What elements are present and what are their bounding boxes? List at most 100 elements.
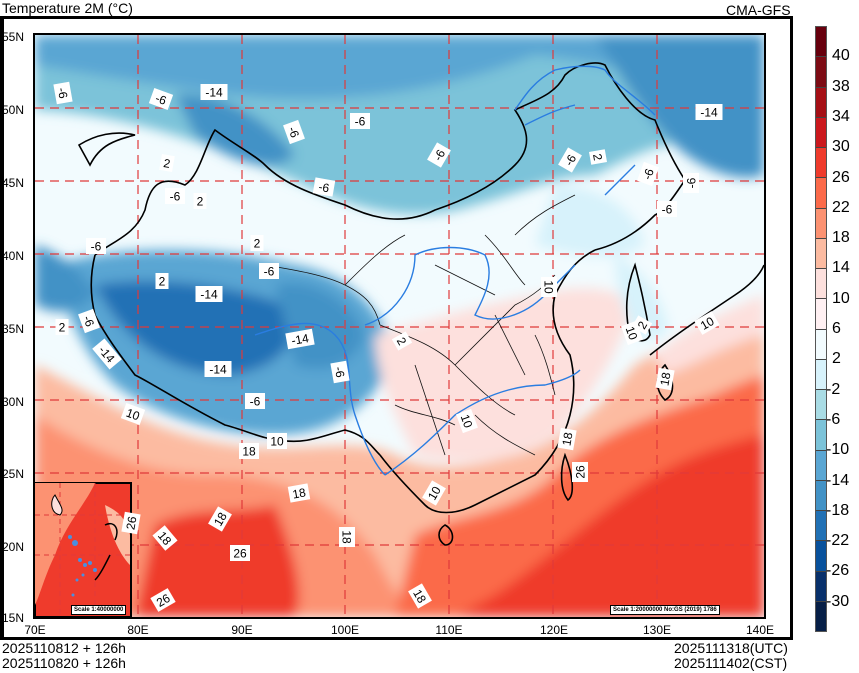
colorbar-tick-label: -26 — [826, 562, 850, 580]
colorbar-tick-label: -30 — [826, 592, 850, 610]
contour-label: -6 — [657, 201, 677, 217]
lat-label: 30N — [2, 395, 25, 409]
lat-label: 15N — [2, 611, 25, 625]
svg-text:10: 10 — [623, 325, 641, 343]
svg-text:18: 18 — [559, 431, 575, 447]
colorbar-tick-label: 2 — [832, 350, 841, 368]
svg-text:26: 26 — [154, 591, 173, 610]
colorbar-segment — [816, 571, 826, 602]
contour-label: 10 — [120, 403, 146, 425]
contour-label: 18 — [239, 443, 259, 459]
contour-label: 18 — [408, 583, 432, 609]
contour-label: -6 — [148, 88, 174, 110]
lat-label: 50N — [2, 103, 25, 117]
lat-label: 55N — [2, 30, 25, 44]
colorbar-segment — [816, 299, 826, 330]
contour-label: 26 — [230, 545, 250, 561]
map-frame — [0, 16, 793, 640]
contour-label: -6 — [259, 263, 279, 279]
temperature-map: -6 -14 -6 -6 -6 -6 -6 2 -6 2 -6 2 2 -6 -14 -6 2 -14 -14 2 -1… — [33, 33, 766, 619]
colorbar-segment — [816, 57, 826, 88]
contour-label: -14 — [195, 286, 223, 302]
svg-text:-6: -6 — [685, 177, 699, 188]
svg-text:18: 18 — [291, 485, 307, 501]
svg-text:-14: -14 — [290, 331, 310, 348]
contour-label: -6 — [283, 119, 305, 145]
lon-label: 140E — [745, 623, 775, 637]
contour-label: 26 — [121, 511, 141, 535]
svg-text:18: 18 — [410, 587, 429, 606]
contour-label: 10 — [541, 277, 557, 297]
model-name: CMA-GFS — [726, 2, 791, 18]
colorbar-segment — [816, 269, 826, 300]
colorbar-tick-label: 22 — [832, 198, 850, 216]
colorbar-segment — [816, 511, 826, 542]
contour-label: 2 — [588, 149, 608, 165]
contour-label: 10 — [694, 311, 720, 335]
svg-text:10: 10 — [124, 406, 142, 424]
colorbar-segment — [816, 390, 826, 421]
lat-label: 35N — [2, 322, 25, 336]
colorbar-segment — [816, 601, 826, 631]
lat-label: 40N — [2, 249, 25, 263]
colorbar-segment — [816, 541, 826, 572]
svg-text:26: 26 — [123, 515, 139, 531]
map-canvas: -6 -14-6-6-6-6-62-6 2-6 22-6-14-62-14-14 2-1… — [35, 35, 764, 617]
south-china-sea-inset — [35, 482, 132, 617]
svg-text:-6: -6 — [662, 203, 673, 217]
contour-label: 10 — [267, 433, 287, 449]
svg-text:26: 26 — [233, 547, 247, 561]
valid-time-cst: 2025111402(CST) — [674, 655, 788, 671]
contour-label: -6 — [330, 360, 350, 384]
svg-text:-14: -14 — [700, 106, 718, 120]
svg-text:2: 2 — [254, 237, 261, 251]
lon-label: 80E — [127, 623, 149, 637]
contour-label: 18 — [557, 427, 577, 451]
colorbar-segment — [816, 238, 826, 269]
colorbar-segment — [816, 450, 826, 481]
contour-label: 2 — [55, 319, 69, 335]
svg-text:10: 10 — [425, 484, 444, 503]
colorbar-segment — [816, 359, 826, 390]
svg-text:-6: -6 — [250, 395, 261, 409]
svg-text:-6: -6 — [91, 240, 102, 254]
colorbar-tick-label: 18 — [832, 229, 850, 247]
colorbar-tick-label: 14 — [832, 259, 850, 277]
colorbar-tick-label: -14 — [826, 471, 850, 489]
svg-text:-6: -6 — [285, 125, 302, 140]
lon-label: 100E — [330, 623, 360, 637]
map-scale-label: Scale 1:20000000 No:GS (2019) 1786 — [610, 605, 720, 615]
colorbar-tick-label: -2 — [826, 380, 841, 398]
svg-text:10: 10 — [458, 413, 476, 431]
lat-label: 20N — [2, 540, 25, 554]
contour-label: 18 — [339, 527, 355, 547]
contour-label: -6 — [165, 188, 185, 204]
svg-text:2: 2 — [159, 275, 166, 289]
lon-label: 110E — [435, 623, 463, 637]
svg-text:26: 26 — [574, 465, 588, 479]
svg-text:18: 18 — [340, 530, 354, 544]
svg-text:2: 2 — [590, 153, 605, 162]
contour-labels: -6 -14-6-6-6-6-62-6 2-6 22-6-14-62-14-14 2-1… — [53, 81, 723, 612]
lon-label: 70E — [24, 623, 46, 637]
province-borders — [264, 194, 576, 456]
init-time-cst: 2025110820 + 126h — [2, 655, 126, 671]
svg-text:2: 2 — [197, 195, 204, 209]
colorbar-tick-label: 34 — [832, 107, 850, 125]
contour-label: 10 — [422, 480, 446, 506]
colorbar-tick-label: 40 — [832, 47, 850, 65]
colorbar-segment — [816, 178, 826, 209]
contour-label: -14 — [200, 84, 228, 100]
contour-label: 26 — [150, 588, 176, 612]
colorbar-segment — [816, 27, 826, 58]
colorbar-segment — [816, 117, 826, 148]
svg-text:18: 18 — [211, 510, 230, 529]
contour-label: 26 — [572, 462, 588, 482]
colorbar-tick-label: -22 — [826, 532, 850, 550]
contour-label: -6 — [683, 173, 699, 193]
contour-label: 2 — [391, 331, 413, 351]
chart-title: Temperature 2M (°C) — [2, 0, 133, 16]
rivers — [254, 65, 656, 476]
valid-time-utc: 2025111318(UTC) — [674, 640, 788, 656]
svg-text:-6: -6 — [80, 314, 97, 329]
